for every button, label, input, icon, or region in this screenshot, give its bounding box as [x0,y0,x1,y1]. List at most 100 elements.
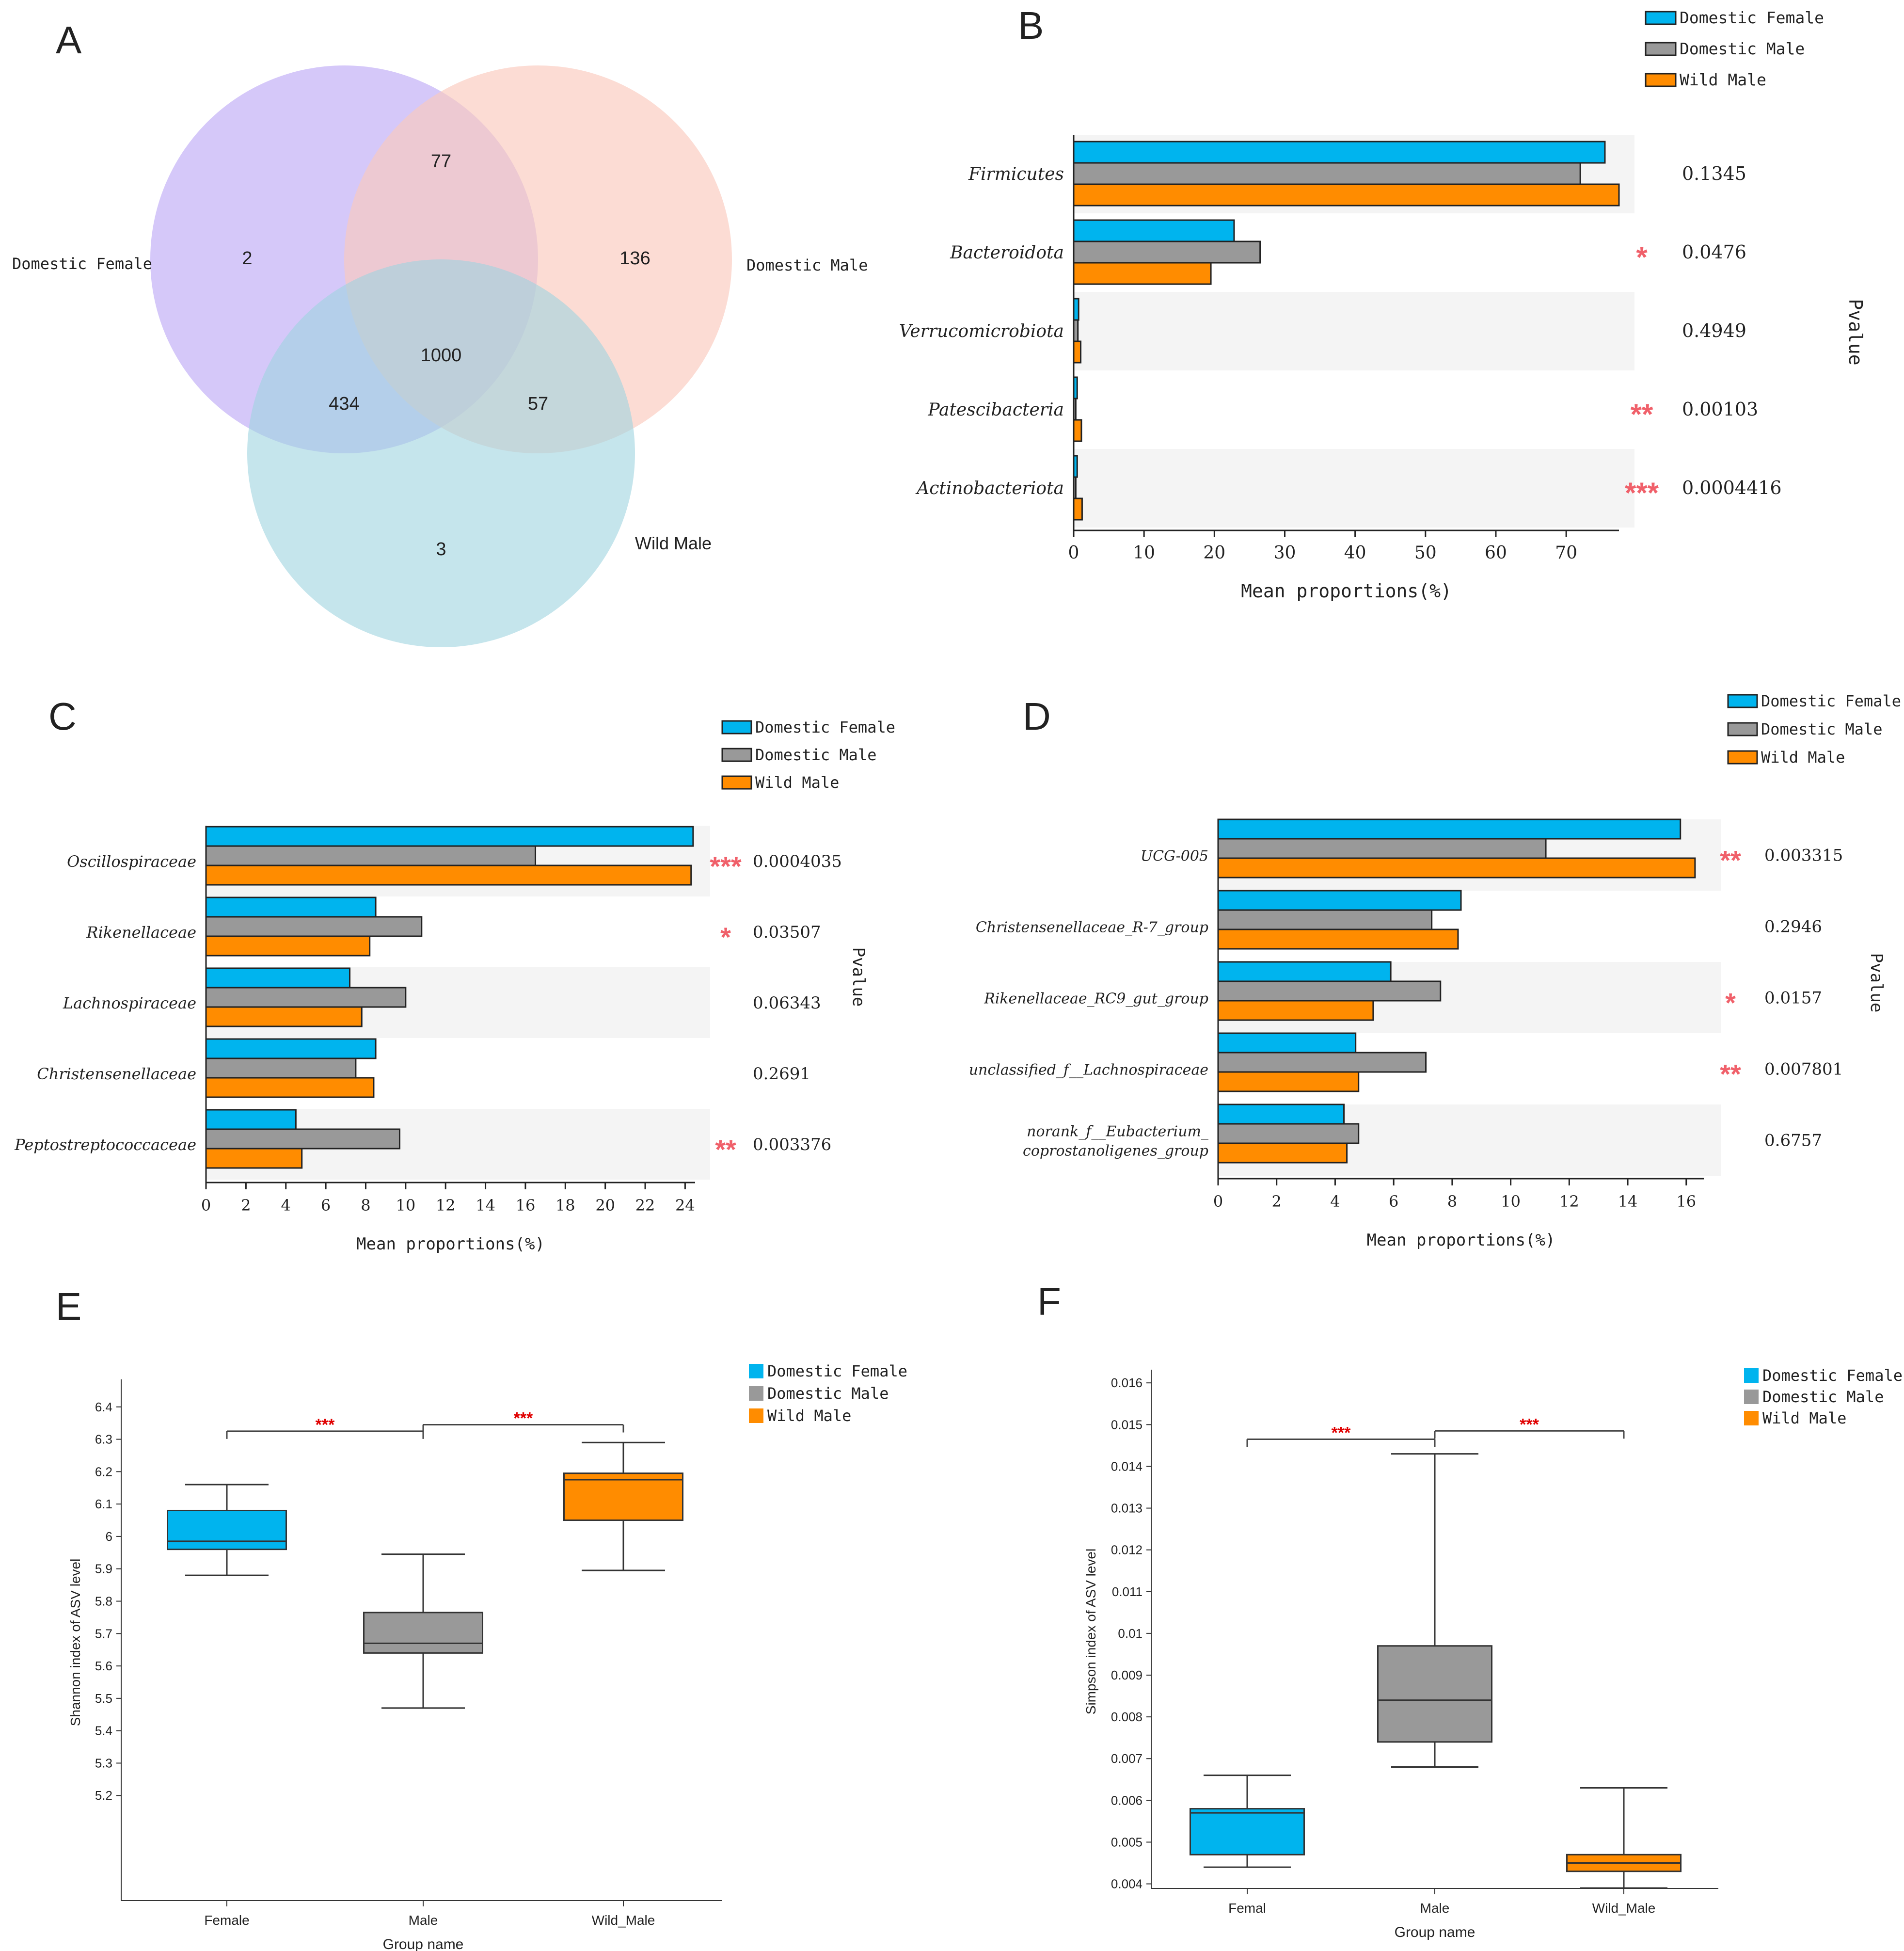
pvalue-label: 0.0004035 [753,852,842,871]
legend-swatch [721,748,752,762]
x-tick-label: 10 [1501,1192,1521,1211]
row-band [1074,292,1634,370]
category-label: Peptostreptococcaceae [14,1135,196,1154]
bar [1073,162,1581,185]
bar [1073,141,1606,164]
bar [205,916,423,937]
x-axis-title: Mean proportions(%) [1241,580,1452,602]
y-tick-label: 0.012 [1111,1543,1142,1557]
significance-stars: *** [710,851,742,881]
bar [205,864,692,886]
y-tick-label: 6.2 [95,1464,112,1479]
venn-set-label: Domestic Male [746,256,868,274]
legend-label: Domestic Male [1680,39,1805,58]
venn-region-count: 2 [242,248,252,269]
legend-swatch [721,775,752,790]
bar [1073,262,1212,285]
venn-circle-wild-male [247,259,635,647]
x-tick-label: 0 [1213,1192,1223,1211]
y-tick-label: 0.013 [1111,1501,1142,1516]
x-tick-label: 50 [1414,543,1437,563]
pvalue-label: 0.003315 [1764,846,1843,865]
significance-stars: * [1636,241,1648,273]
box [167,1509,287,1551]
significance-stars: ** [1720,845,1741,876]
legend-swatch [749,1408,763,1423]
x-tick-label: Wild_Male [1592,1901,1656,1916]
bar [205,935,371,957]
x-tick-label: 12 [1559,1192,1579,1211]
bar [205,1038,377,1059]
x-tick-label: 12 [436,1196,456,1215]
panel-letter-b: B [1018,4,1044,47]
bar [1217,1142,1348,1164]
pvalue-label: 0.1345 [1682,163,1746,184]
panel-letter-e: E [56,1285,81,1328]
legend-swatch [1727,750,1758,765]
category-label: Bacteroidota [950,243,1064,263]
x-tick-label: 2 [1272,1192,1282,1211]
venn-set-label: Wild Male [635,533,712,553]
pvalue-label: 0.03507 [753,923,821,942]
bar [1217,1123,1360,1144]
y-tick-label: 6.3 [95,1432,112,1447]
y-tick-label: 0.011 [1112,1584,1142,1599]
legend-swatch [749,1364,763,1378]
y-axis-title: Shannon index of ASV level [68,1559,83,1727]
y-axis-title: Simpson index of ASV level [1083,1549,1098,1714]
box [363,1612,483,1654]
y-tick-label: 0.015 [1111,1417,1142,1432]
category-label: Christensenellaceae_R-7_group [976,919,1208,936]
significance-stars: *** [316,1416,335,1434]
panel-letter-f: F [1037,1280,1061,1323]
significance-stars: ** [1720,1059,1741,1089]
venn-region-count: 1000 [421,345,462,366]
bar [1073,240,1261,264]
bar [1217,928,1459,950]
x-tick-label: 6 [321,1196,331,1215]
y-tick-label: 0.008 [1111,1710,1142,1724]
legend-label: Domestic Female [767,1362,907,1380]
bar [1073,298,1079,321]
x-tick-label: 0 [201,1196,211,1215]
pvalue-label: 0.00103 [1682,399,1758,420]
x-tick-label: Wild_Male [592,1913,655,1928]
bar [205,845,537,866]
x-tick-label: Female [204,1913,249,1928]
category-label: Lachnospiraceae [63,994,196,1012]
category-label: coprostanoligenes_group [1023,1143,1208,1160]
x-tick-label: Male [1420,1901,1450,1916]
bar [205,1148,303,1169]
y-tick-label: 5.2 [95,1788,112,1803]
legend-label: Wild Male [1761,748,1845,767]
x-tick-label: 40 [1344,543,1366,563]
pvalue-axis-title: Pvalue [1845,299,1866,365]
significance-stars: ** [1631,398,1653,431]
bar [1073,183,1620,207]
x-tick-label: 16 [1676,1192,1696,1211]
x-tick-label: 8 [1447,1192,1457,1211]
legend-swatch [1645,42,1677,56]
y-tick-label: 0.007 [1111,1751,1142,1766]
pvalue-label: 0.2946 [1764,917,1822,937]
legend-label: Domestic Female [1762,1366,1903,1385]
legend-label: Domestic Female [1680,8,1824,27]
legend-label: Wild Male [1762,1409,1846,1427]
y-tick-label: 0.004 [1111,1877,1142,1891]
bar-chart-d: Domestic Female Domestic Male Wild Male UCG… [969,692,1901,1250]
bar [1217,961,1392,982]
y-tick-label: 5.8 [95,1594,112,1609]
x-tick-label: 18 [555,1196,575,1215]
bar [1217,890,1462,911]
x-tick-label: 4 [281,1196,291,1215]
bar [205,1109,297,1130]
legend-swatch [1744,1368,1759,1383]
category-label: Oscillospiraceae [67,852,196,871]
legend-label: Domestic Female [1761,692,1901,710]
category-label: norank_f__Eubacterium_ [1027,1123,1208,1140]
x-tick-label: 6 [1389,1192,1398,1211]
pvalue-label: 0.003376 [753,1135,831,1154]
x-tick-label: 10 [1133,543,1155,563]
bar [1217,909,1433,930]
category-label: unclassified_f__Lachnospiraceae [969,1062,1208,1079]
